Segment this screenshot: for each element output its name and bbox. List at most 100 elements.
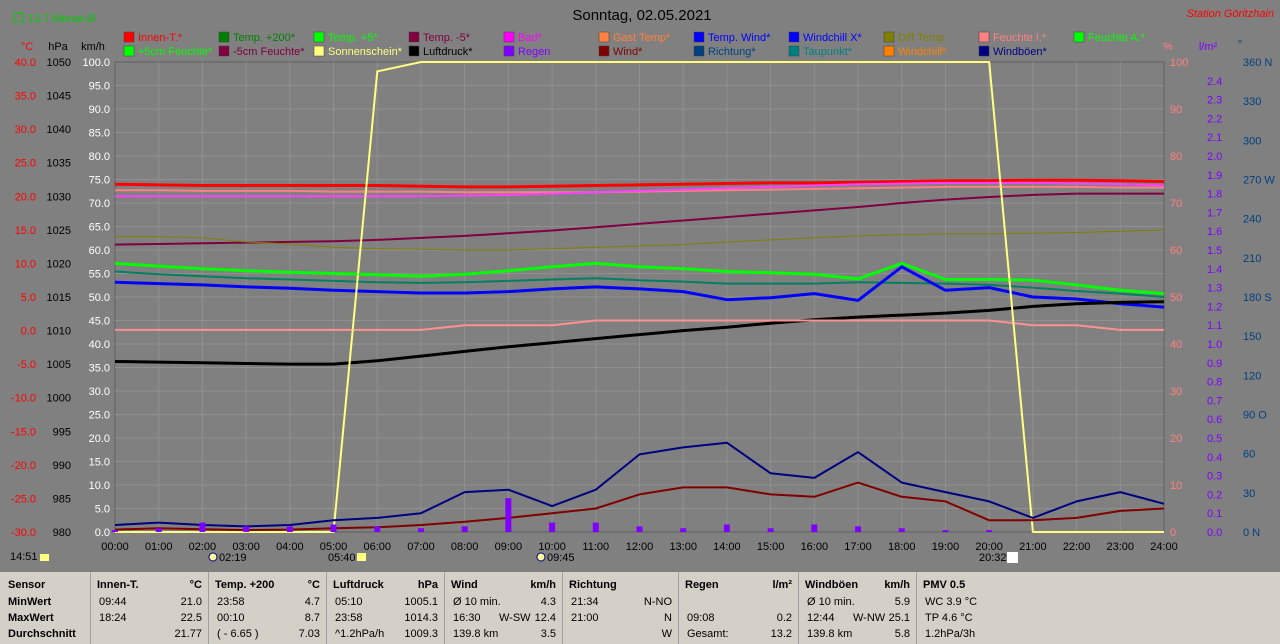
stats-column-unit: km/h	[884, 579, 910, 591]
speed-tick-label: 5.0	[95, 504, 110, 516]
time-tick-label: 03:00	[232, 541, 260, 553]
stats-column-unit: hPa	[417, 579, 438, 591]
rain-tick-label: 0.4	[1207, 452, 1222, 464]
temp-tick-label: 5.0	[21, 292, 36, 304]
stats-column-title: Windböen	[805, 579, 859, 591]
stats-column: Innen-T. °C 09:44 21.0 18:24 22.5 21.77	[90, 572, 208, 644]
direction-tick-label: 0 N	[1243, 527, 1260, 539]
pressure-tick-label: 980	[53, 527, 71, 539]
stats-cell-label: 1.2hPa/3h	[925, 628, 976, 640]
percent-tick-label: 40	[1170, 339, 1182, 351]
sunset-icon	[1007, 552, 1018, 563]
legend-swatch	[978, 45, 990, 57]
series-temp-wind	[114, 265, 1165, 309]
direction-tick-label: 120	[1243, 370, 1261, 382]
legend-label: Windchill X*	[803, 32, 862, 44]
row-label-max: MaxWert	[8, 612, 54, 624]
rain-tick-label: 1.2	[1207, 301, 1222, 313]
chart-title: Sonntag, 02.05.2021	[572, 7, 711, 24]
temp-tick-label: 25.0	[15, 158, 36, 170]
percent-tick-label: 0	[1170, 527, 1176, 539]
rain-bar	[636, 526, 643, 532]
time-tick-label: 05:00	[320, 541, 348, 553]
now-time: 14:51	[10, 551, 38, 563]
legend: Innen-T.* Temp. +200* Temp. +5* Temp. -5* Ba…	[123, 31, 1146, 58]
rain-tick-label: 0.5	[1207, 433, 1222, 445]
speed-tick-label: 65.0	[89, 222, 110, 234]
temp-tick-label: 20.0	[15, 191, 36, 203]
series-temp-5	[114, 192, 1164, 246]
series-luftdruck	[114, 300, 1165, 366]
moonrise-marker: 02:19	[208, 552, 247, 564]
time-tick-label: 12:00	[626, 541, 654, 553]
speed-tick-label: 0.0	[95, 527, 110, 539]
rain-tick-label: 0.2	[1207, 489, 1222, 501]
legend-swatch	[503, 31, 515, 43]
legend-label: Temp. +5*	[328, 32, 379, 44]
stats-cell-label: 139.8 km	[807, 628, 853, 640]
stats-cell-value: 21.77	[174, 628, 202, 640]
temp-tick-label: 40.0	[15, 57, 36, 69]
series-layer	[112, 61, 1165, 533]
time-tick-label: 24:00	[1150, 541, 1178, 553]
grid	[115, 62, 1164, 532]
pressure-tick-label: 1010	[47, 326, 71, 338]
percent-tick-label: 70	[1170, 198, 1182, 210]
percent-tick-label: 10	[1170, 480, 1182, 492]
station-name: Station Göritzhain	[1187, 8, 1274, 20]
speed-tick-label: 30.0	[89, 386, 110, 398]
time-tick-label: 18:00	[888, 541, 916, 553]
stats-cell-label: 21:00	[571, 612, 599, 624]
time-tick-label: 11:00	[582, 541, 609, 553]
legend-swatch	[598, 45, 610, 57]
temp-tick-label: 0.0	[21, 326, 36, 338]
row-label-min: MinWert	[8, 596, 52, 608]
percent-tick-label: 60	[1170, 245, 1182, 257]
temp-tick-label: 30.0	[15, 124, 36, 136]
speed-tick-label: 70.0	[89, 198, 110, 210]
rain-tick-label: 1.5	[1207, 245, 1222, 257]
rain-bar	[767, 528, 774, 532]
moonset-marker: 09:45	[536, 552, 575, 564]
legend-label: -5cm Feuchte*	[233, 46, 305, 58]
stats-cell-label: TP 4.6 °C	[925, 612, 973, 624]
speed-tick-label: 45.0	[89, 316, 110, 328]
direction-tick-label: 240	[1243, 214, 1261, 226]
pressure-tick-label: 1050	[47, 57, 71, 69]
stats-cell-value: 5.8	[894, 628, 910, 640]
time-tick-label: 04:00	[276, 541, 304, 553]
legend-label: Temp. +200*	[233, 32, 296, 44]
stats-cell-label: 09:08	[687, 612, 715, 624]
stats-cell-label: 139.8 km	[453, 628, 499, 640]
stats-column: PMV 0.5 WC 3.9 °C TP 4.6 °C 1.2hPa/3h	[916, 572, 1036, 644]
temp-tick-label: -10.0	[11, 393, 36, 405]
stats-cell-value: 8.7	[304, 612, 320, 624]
legend-swatch	[218, 31, 230, 43]
temp-tick-label: -20.0	[11, 460, 36, 472]
legend-label: Taupunkt*	[803, 46, 853, 58]
speed-tick-label: 50.0	[89, 292, 110, 304]
legend-label: Feuchte A.*	[1088, 32, 1146, 44]
time-tick-label: 17:00	[844, 541, 872, 553]
stats-column-title: Temp. +200	[215, 579, 275, 591]
row-label-average: Durchschnitt	[8, 628, 76, 640]
speed-tick-label: 75.0	[89, 175, 110, 187]
direction-tick-label: 300	[1243, 135, 1261, 147]
rain-bar	[199, 522, 206, 532]
temp-tick-label: -5.0	[17, 359, 36, 371]
rain-bar	[680, 528, 687, 532]
direction-tick-label: 360 N	[1243, 57, 1272, 69]
stats-cell-value: 25.1	[888, 612, 910, 624]
stats-cell-value: 5.9	[894, 596, 910, 608]
time-tick-label: 02:00	[189, 541, 217, 553]
stats-cell-value: 12.4	[534, 612, 556, 624]
percent-tick-label: 100	[1170, 57, 1188, 69]
pressure-tick-label: 990	[53, 460, 71, 472]
stats-cell-label: 16:30	[453, 612, 481, 624]
stats-cell-label: 09:44	[99, 596, 127, 608]
stats-cell-label: 23:58	[217, 596, 245, 608]
sunset-marker: 20:32	[979, 552, 1018, 564]
stats-column-title: Richtung	[569, 579, 617, 591]
stats-cell-value: 0.2	[776, 612, 792, 624]
legend-label: Feuchte I.*	[993, 32, 1047, 44]
